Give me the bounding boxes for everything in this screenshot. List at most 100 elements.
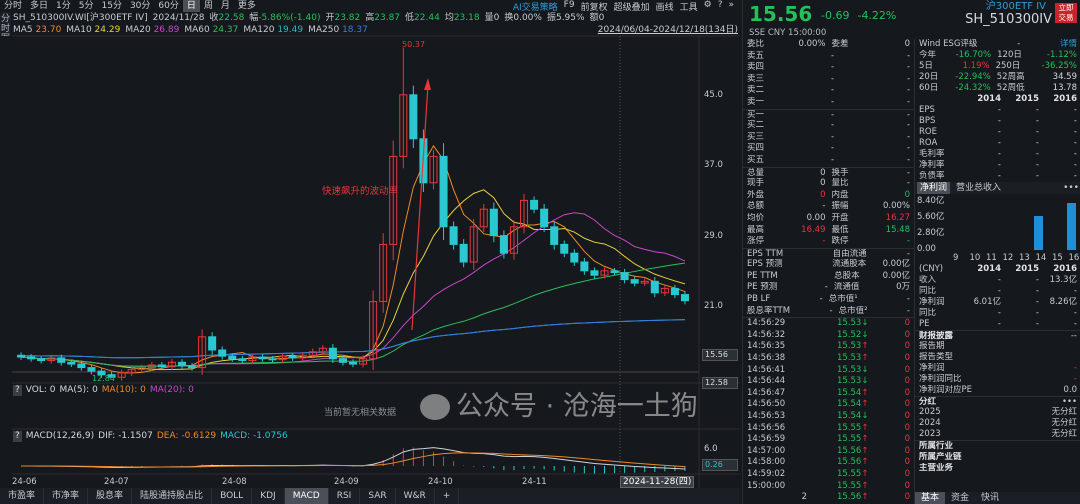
chg-label: 幅 — [249, 13, 259, 23]
no-data-message: 当前暂无相关数据 — [324, 408, 397, 418]
fin-x-tick: 11 — [986, 253, 997, 263]
book-label: 振幅 — [831, 201, 849, 212]
candle — [57, 357, 66, 363]
tick-list[interactable]: 14:56:29 15.53 ↓ 0 14:56:32 15.52 ↓ 0 14:56:35 15… — [743, 317, 914, 504]
trade-now-button[interactable]: 立即交易 — [1055, 3, 1077, 23]
tool-button[interactable]: 前复权 — [580, 2, 608, 13]
indicator-tab[interactable]: RSI — [329, 488, 361, 504]
right-tab[interactable]: 基本 — [915, 492, 946, 504]
period-tab[interactable]: 更多 — [237, 1, 256, 11]
tick-price: 15.53 — [837, 376, 862, 387]
book-row: EPS 预测 流通股本 0.00亿 — [743, 259, 914, 271]
fin-tab[interactable]: 净利润 — [917, 182, 951, 194]
ma-line — [21, 319, 685, 359]
ma-value: 26.89 — [153, 25, 180, 35]
book-value: - — [906, 120, 911, 131]
esg-detail-link[interactable]: 详情 — [1059, 39, 1077, 49]
info-row: 2025 无分红 — [915, 407, 1080, 418]
indicator-tab[interactable]: W&R — [396, 488, 435, 504]
cell-value: - — [1073, 138, 1077, 148]
period-tab[interactable]: 日 — [182, 0, 200, 12]
perf-label: 52周低 — [996, 83, 1025, 93]
perf-label: 5日 — [919, 61, 933, 71]
indicator-tab[interactable]: SAR — [360, 488, 396, 504]
cell-label: PE — [919, 319, 930, 329]
fin-tab[interactable]: ••• — [1063, 183, 1079, 193]
report-more[interactable]: -- — [1070, 331, 1077, 341]
gear-icon[interactable]: ⚙ — [703, 0, 712, 10]
info-value: - — [1073, 374, 1077, 384]
ma-label: MA5 — [13, 25, 33, 35]
tool-button[interactable]: 工具 — [679, 2, 698, 13]
candle — [17, 354, 26, 358]
tool-button[interactable]: 超级叠加 — [613, 2, 650, 13]
book-value: - — [830, 73, 835, 84]
fin-tab[interactable]: 营业总收入 — [956, 183, 1002, 193]
indicator-tab[interactable]: 股息率 — [88, 488, 133, 504]
help-button[interactable]: ? — [13, 385, 22, 396]
period-tab[interactable]: 月 — [220, 1, 230, 11]
candle — [630, 279, 639, 284]
tool-button[interactable]: F9 — [563, 0, 575, 10]
perf-label: 250日 — [995, 61, 1021, 71]
indicator-tab[interactable]: 市净率 — [44, 488, 89, 504]
help-button[interactable]: ? — [13, 431, 22, 442]
cell-value: - — [1073, 319, 1077, 329]
industry-label: 主营业务 — [919, 463, 954, 473]
cell-value: - — [1073, 171, 1077, 181]
kline-chart[interactable] — [0, 0, 740, 488]
dividend-more[interactable]: ••• — [1061, 397, 1077, 407]
perf-row: 60日 -24.32% 52周低 13.78 — [915, 83, 1080, 94]
period-tab[interactable]: 5分 — [78, 1, 94, 11]
period-tab[interactable]: 30分 — [129, 1, 151, 11]
tick-row: 14:56:53 15.54 ↓ 0 — [743, 411, 914, 423]
cell-value: - — [1073, 127, 1077, 137]
x-tick: 24-08 — [222, 477, 247, 487]
indicator-tab[interactable]: MACD — [284, 488, 329, 504]
indicator-tab[interactable]: 市盈率 — [0, 488, 45, 504]
macd-dif: DIF: -1.1507 — [98, 431, 153, 441]
period-tab[interactable]: 15分 — [101, 1, 122, 11]
quote-info-bar: SH_510300IV.WI[沪300ETF IV] 2024/11/28 收2… — [13, 12, 604, 24]
tick-volume: 0 — [904, 364, 910, 375]
tick-price: 15.55 — [837, 434, 862, 445]
arrow-up-icon: ↑ — [861, 457, 869, 468]
indicator-tab[interactable]: 陆股通持股占比 — [132, 488, 213, 504]
right-tab[interactable]: 资金 — [951, 493, 970, 503]
right-tab[interactable]: 快讯 — [981, 493, 1000, 503]
collapse-icon[interactable]: » — [728, 0, 734, 10]
period-tab[interactable]: 分时 — [4, 1, 23, 11]
date-range-selector[interactable]: 2024/06/04-2024/12/18(134日) — [597, 25, 738, 35]
book-value: - — [830, 131, 835, 142]
info-row: 净利润 - — [915, 363, 1080, 374]
candle — [610, 270, 619, 274]
candle — [107, 374, 116, 378]
fin-col-head: 2014 — [977, 264, 1001, 274]
help-icon[interactable]: ? — [717, 0, 723, 10]
tick-time: 14:56:50 — [747, 399, 786, 410]
candle — [308, 351, 317, 356]
indicator-tab[interactable]: KDJ — [252, 488, 285, 504]
tick-price: 15.54 — [837, 387, 862, 398]
tool-button[interactable]: AI交易策略 — [512, 2, 558, 13]
book-row: 买三 - - — [743, 132, 914, 144]
close-value: 22.58 — [218, 13, 245, 23]
tool-button[interactable]: 画线 — [655, 2, 674, 13]
cell-label: ROA — [919, 138, 938, 148]
x-tick: 24-07 — [104, 477, 129, 487]
book-label: 总股本 — [834, 270, 860, 281]
cell-value: - — [1073, 160, 1077, 170]
info-value: 无分红 — [1051, 418, 1077, 428]
arrow-down-icon: ↓ — [861, 376, 869, 387]
indicator-tab[interactable]: BOLL — [212, 488, 253, 504]
period-tab[interactable]: 60分 — [158, 1, 179, 11]
period-tab[interactable]: 1分 — [56, 1, 71, 11]
book-label: 跌停 — [831, 236, 849, 247]
indicator-tab[interactable]: + — [435, 488, 460, 504]
cell-label: 净利润 — [919, 297, 945, 307]
period-tab[interactable]: 周 — [203, 1, 213, 11]
perf-value: 1.19% — [962, 61, 990, 71]
book-label: 卖四 — [747, 62, 765, 73]
period-tab[interactable]: 多日 — [30, 1, 49, 11]
perf-row: 20日 -22.94% 52周高 34.59 — [915, 72, 1080, 83]
